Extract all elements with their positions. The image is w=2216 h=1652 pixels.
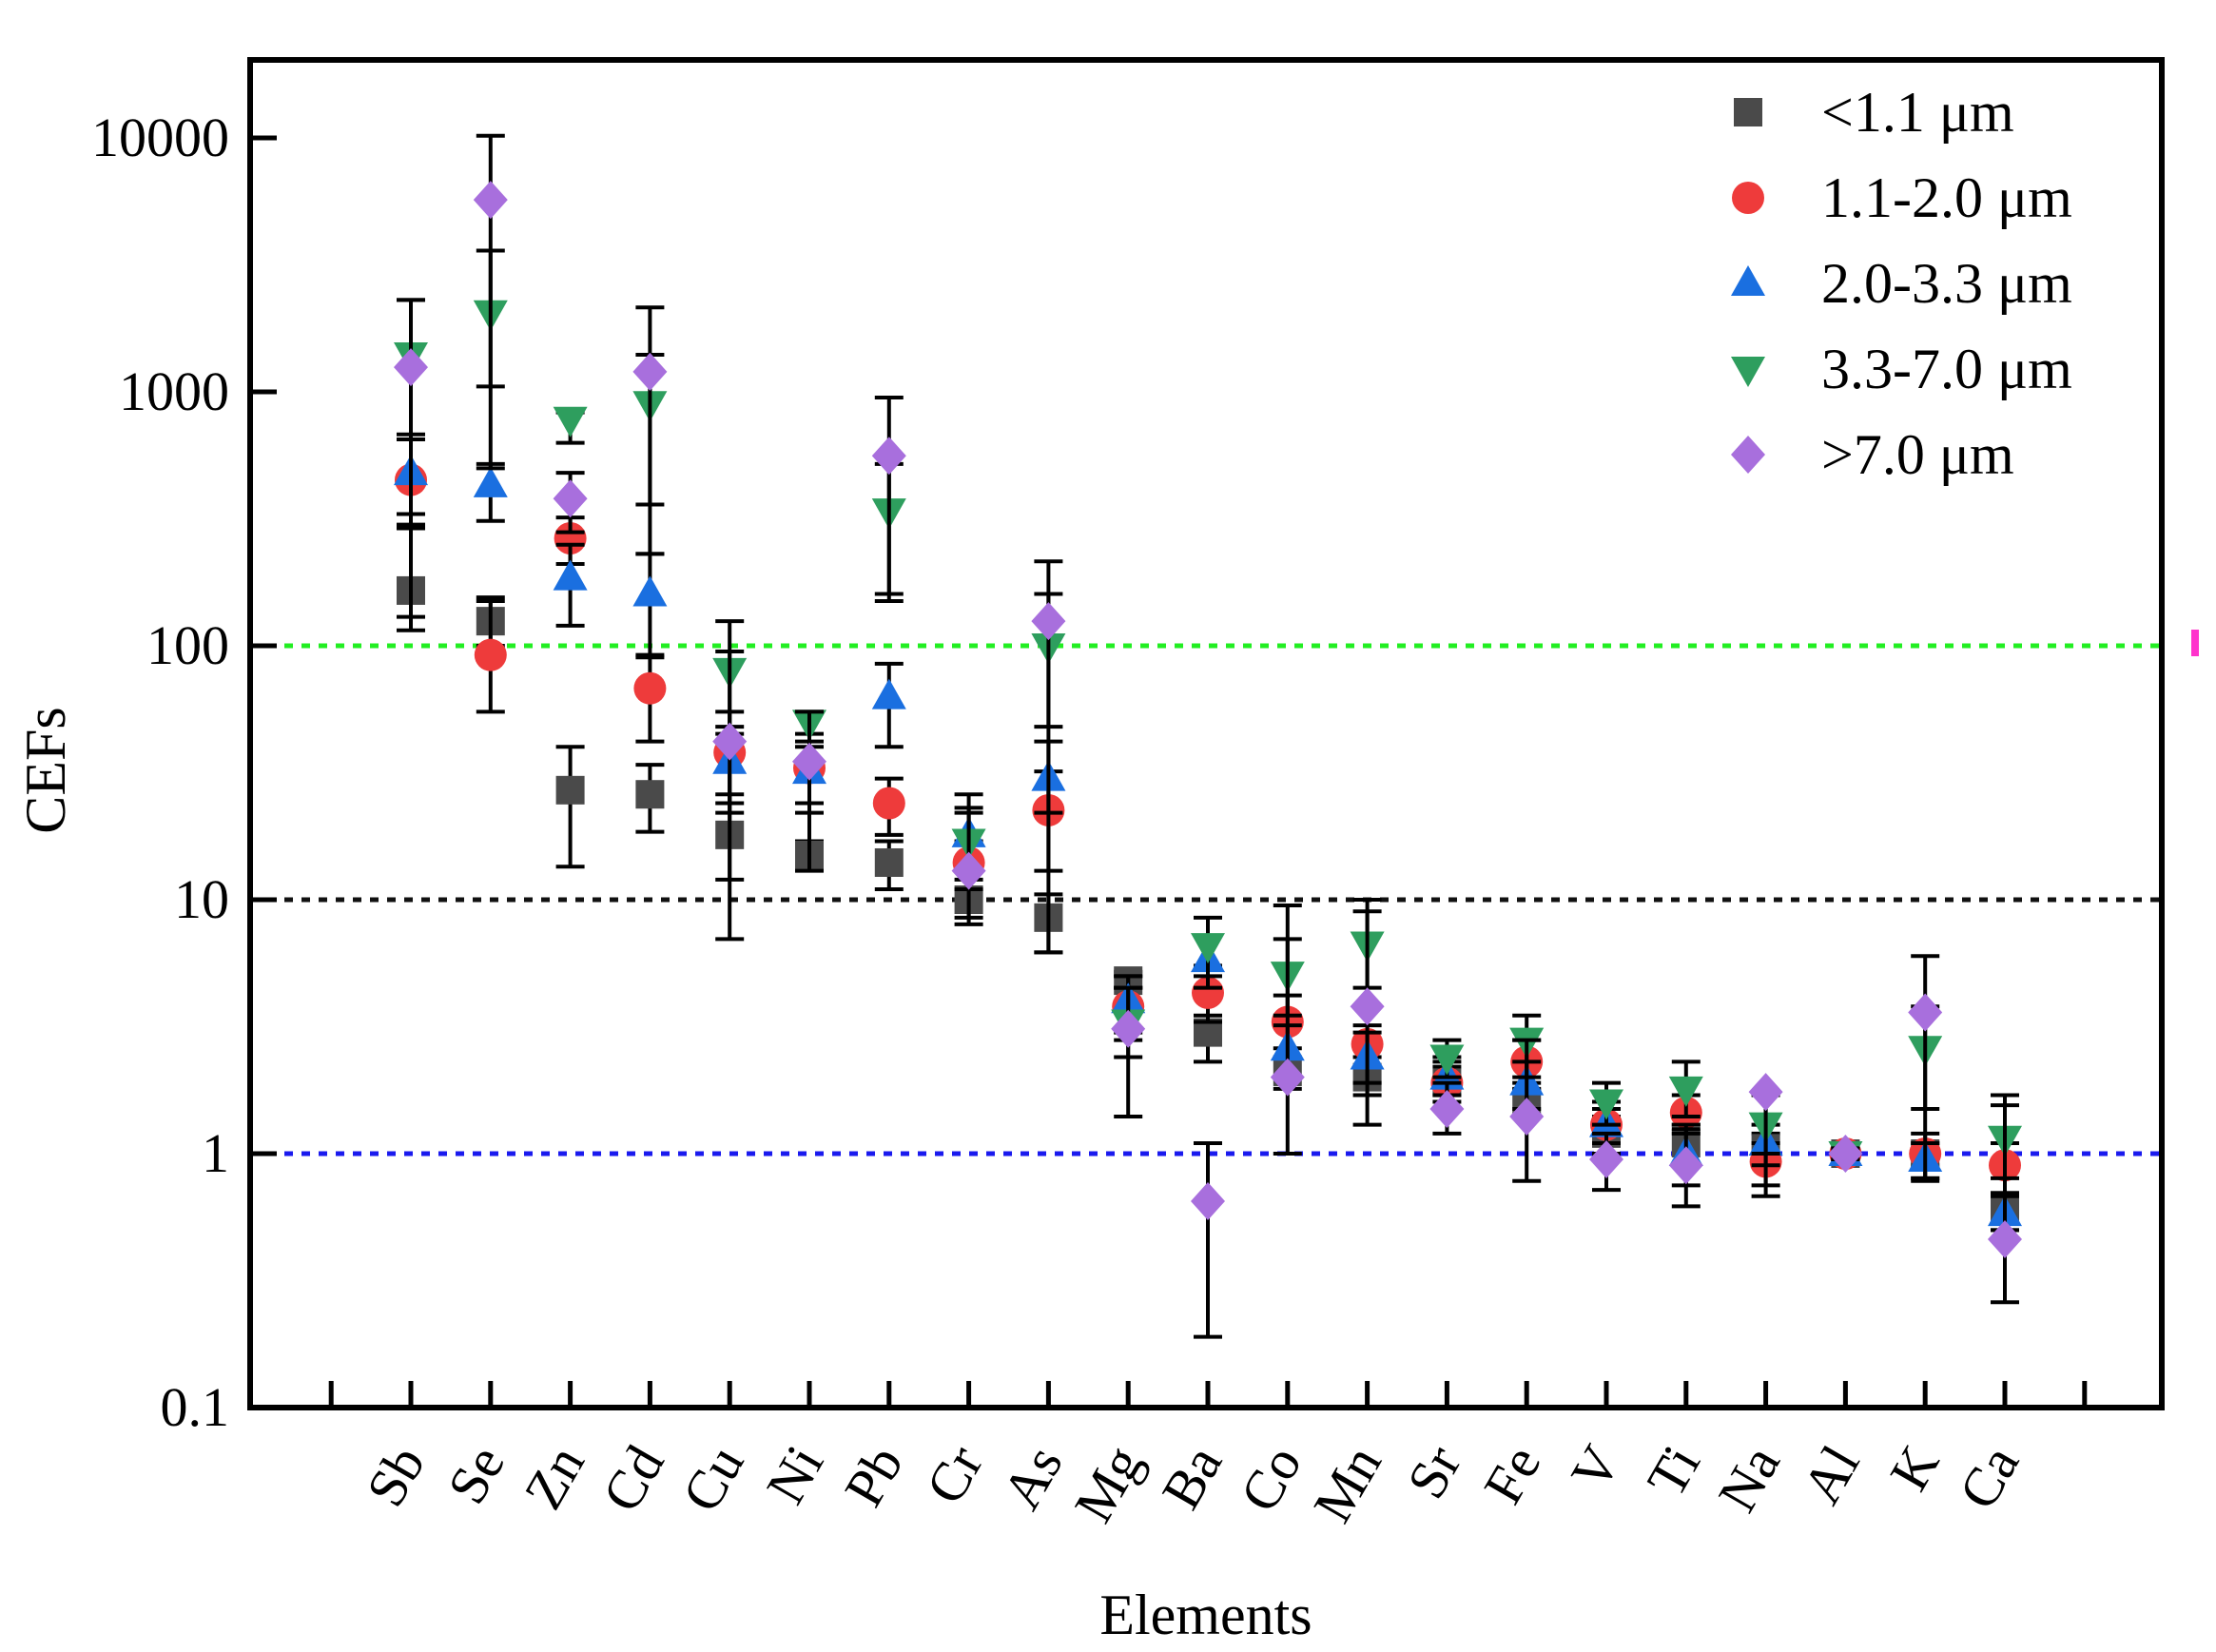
legend-label-3: 3.3-7.0 μm <box>1821 338 2072 400</box>
legend-label-2: 2.0-3.3 μm <box>1821 252 2072 315</box>
data-point-Se <box>473 181 508 220</box>
data-point-Ni <box>792 742 826 781</box>
data-point-Cu <box>712 722 748 761</box>
data-point-Se <box>474 638 507 671</box>
y-axis: 0.1 1 10 100 1000 10000 <box>91 107 277 1438</box>
legend: <1.1 μm 1.1-2.0 μm 2.0-3.3 μm 3.3-7.0 μm >7.… <box>1731 81 2072 486</box>
legend-marker-3 <box>1731 357 1765 387</box>
data-point-Se <box>473 466 508 497</box>
data-point-K <box>1908 993 1943 1032</box>
data-point-Ti <box>1668 1076 1703 1107</box>
data-point-Sb <box>394 348 428 387</box>
data-point-Ti <box>1668 1146 1703 1185</box>
data-point-Ba <box>1191 1181 1225 1220</box>
y-tick-label: 100 <box>146 614 229 676</box>
data-point-Zn <box>553 479 588 518</box>
data-point-Mn <box>1350 987 1385 1026</box>
legend-marker-2 <box>1731 265 1765 296</box>
plot-frame <box>247 57 2165 1410</box>
data-point-Sr <box>1429 1044 1465 1076</box>
data-series <box>394 133 2022 1339</box>
data-point-Zn <box>553 559 588 591</box>
data-point-Pb <box>871 437 906 476</box>
data-point-Co <box>1270 1058 1305 1097</box>
data-point-Cr <box>951 851 986 890</box>
data-point-Zn <box>553 406 588 437</box>
data-point-Fe <box>1509 1097 1545 1136</box>
legend-label-0: <1.1 μm <box>1821 81 2014 144</box>
data-point-Mg <box>1111 1009 1146 1048</box>
y-tick-label: 1000 <box>119 360 229 422</box>
data-point-Cd <box>632 575 668 607</box>
data-point-Na <box>1748 1073 1783 1112</box>
y-tick-label: 1 <box>202 1122 229 1184</box>
data-point-Cd <box>632 352 668 391</box>
legend-marker-1 <box>1732 182 1764 214</box>
data-point-Cd <box>635 780 665 809</box>
data-point-Pb <box>874 847 904 877</box>
data-point-Ca <box>1988 1220 2022 1259</box>
data-point-Pb <box>871 678 906 709</box>
data-point-As <box>1031 602 1066 641</box>
legend-label-1: 1.1-2.0 μm <box>1821 166 2072 229</box>
data-point-Ba <box>1192 976 1224 1009</box>
data-point-Pb <box>872 787 905 820</box>
y-tick-label: 10 <box>174 868 229 930</box>
y-tick-label: 10000 <box>91 107 229 168</box>
y-tick-label: 0.1 <box>161 1376 230 1438</box>
data-point-Zn <box>555 775 585 805</box>
y-axis-title: CEFs <box>14 707 77 833</box>
data-point-Ba <box>1191 933 1225 964</box>
data-point-V <box>1589 1139 1623 1178</box>
legend-label-4: >7.0 μm <box>1821 423 2014 486</box>
x-axis-title: Elements <box>1099 1584 1312 1646</box>
series-4 <box>394 133 2022 1339</box>
data-point-V <box>1589 1089 1623 1120</box>
legend-marker-0 <box>1734 98 1762 126</box>
data-point-Cd <box>633 671 667 705</box>
legend-marker-4 <box>1731 436 1765 474</box>
data-point-Sr <box>1429 1089 1465 1128</box>
data-point-Al <box>1828 1135 1863 1173</box>
